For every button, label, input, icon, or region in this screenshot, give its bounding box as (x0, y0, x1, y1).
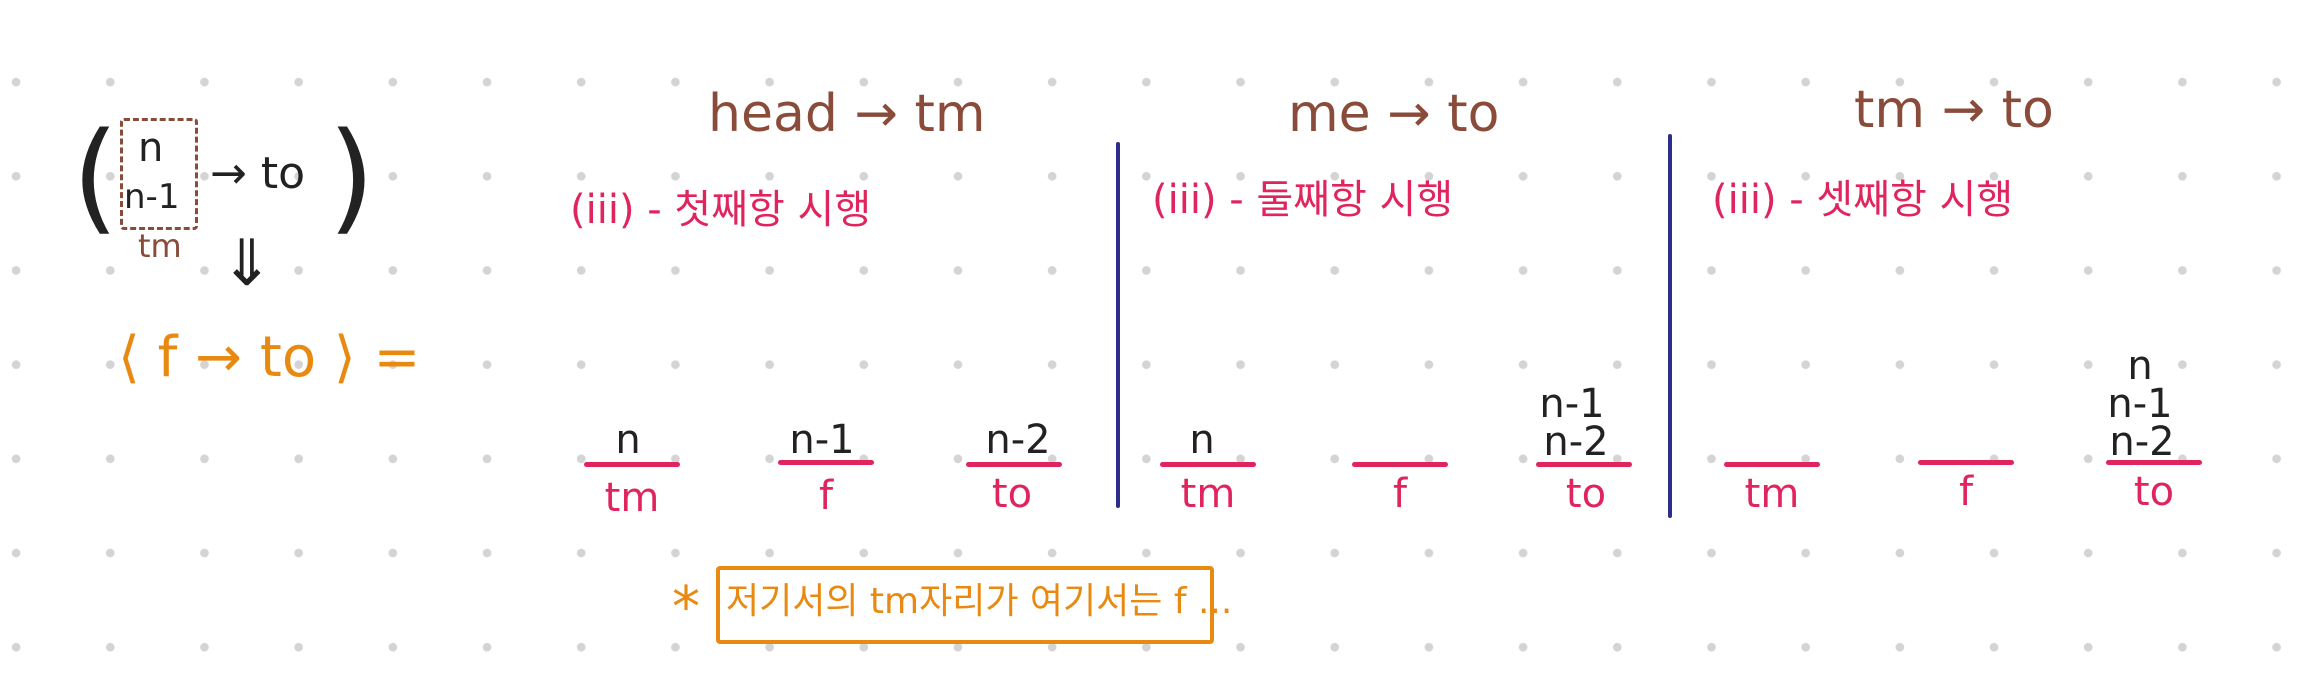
section-1-peg-2-disk-1: n-1 (789, 417, 855, 463)
section-2-peg-2-bar (1352, 462, 1448, 467)
box-tm-label: tm (138, 227, 182, 265)
section-1-step: (iii) - 첫째항 시행 (570, 187, 872, 233)
section-1-peg-1-bar (584, 462, 680, 467)
section-3-step: (iii) - 셋째항 시행 (1712, 177, 2014, 223)
section-3-peg-1-bar (1724, 462, 1820, 467)
left-paren: ( (72, 108, 119, 247)
section-divider-1 (1116, 142, 1120, 508)
section-1-peg-3-disk-1: n-2 (985, 417, 1051, 463)
dashed-subproblem-box (120, 118, 198, 230)
section-1-peg-2-label: f (818, 473, 834, 519)
section-2-title: me → to (1288, 84, 1500, 144)
section-2-peg-2-label: f (1392, 471, 1408, 517)
section-3-peg-3-disk-2: n-1 (2107, 381, 2173, 427)
subproblem-equation: ⟨ f → to ⟩ = (118, 325, 421, 390)
section-1-peg-2-bar (778, 460, 874, 465)
section-3-title: tm → to (1854, 80, 2054, 140)
right-paren: ) (328, 108, 375, 247)
section-3-peg-3-disk-3: n-2 (2109, 419, 2175, 465)
section-3-peg-1-label: tm (1744, 471, 1800, 517)
section-1-peg-1-label: tm (604, 475, 660, 521)
disk-n-minus-1-label: n-1 (124, 177, 180, 217)
note-star: * (672, 575, 700, 640)
section-3-peg-2-bar (1918, 460, 2014, 465)
down-double-arrow: ⇓ (220, 227, 274, 301)
arrow-to-label: → to (210, 148, 306, 199)
section-3-peg-3-label: to (2133, 469, 2175, 515)
section-1-peg-3-label: to (991, 471, 1033, 517)
section-2-peg-3-disk-1: n-1 (1539, 381, 1605, 427)
section-1-peg-1-disk-1: n (615, 417, 641, 463)
section-2-step: (iii) - 둘째항 시행 (1152, 177, 1454, 223)
note-text: 저기서의 tm자리가 여기서는 f ... (726, 581, 1233, 622)
section-3-peg-3-bar (2106, 460, 2202, 465)
section-2-peg-3-disk-2: n-2 (1543, 419, 1609, 465)
section-2-peg-3-label: to (1565, 471, 1607, 517)
section-3-peg-2-label: f (1958, 469, 1974, 515)
note-box (716, 566, 1214, 644)
section-3-peg-3-disk-1: n (2127, 343, 2153, 389)
section-1-title: head → tm (708, 84, 986, 144)
section-divider-2 (1668, 134, 1672, 518)
section-2-peg-1-disk-1: n (1189, 417, 1215, 463)
section-2-peg-1-bar (1160, 462, 1256, 467)
disk-n-label: n (138, 125, 164, 171)
section-2-peg-3-bar (1536, 462, 1632, 467)
section-2-peg-1-label: tm (1180, 471, 1236, 517)
section-1-peg-3-bar (966, 462, 1062, 467)
